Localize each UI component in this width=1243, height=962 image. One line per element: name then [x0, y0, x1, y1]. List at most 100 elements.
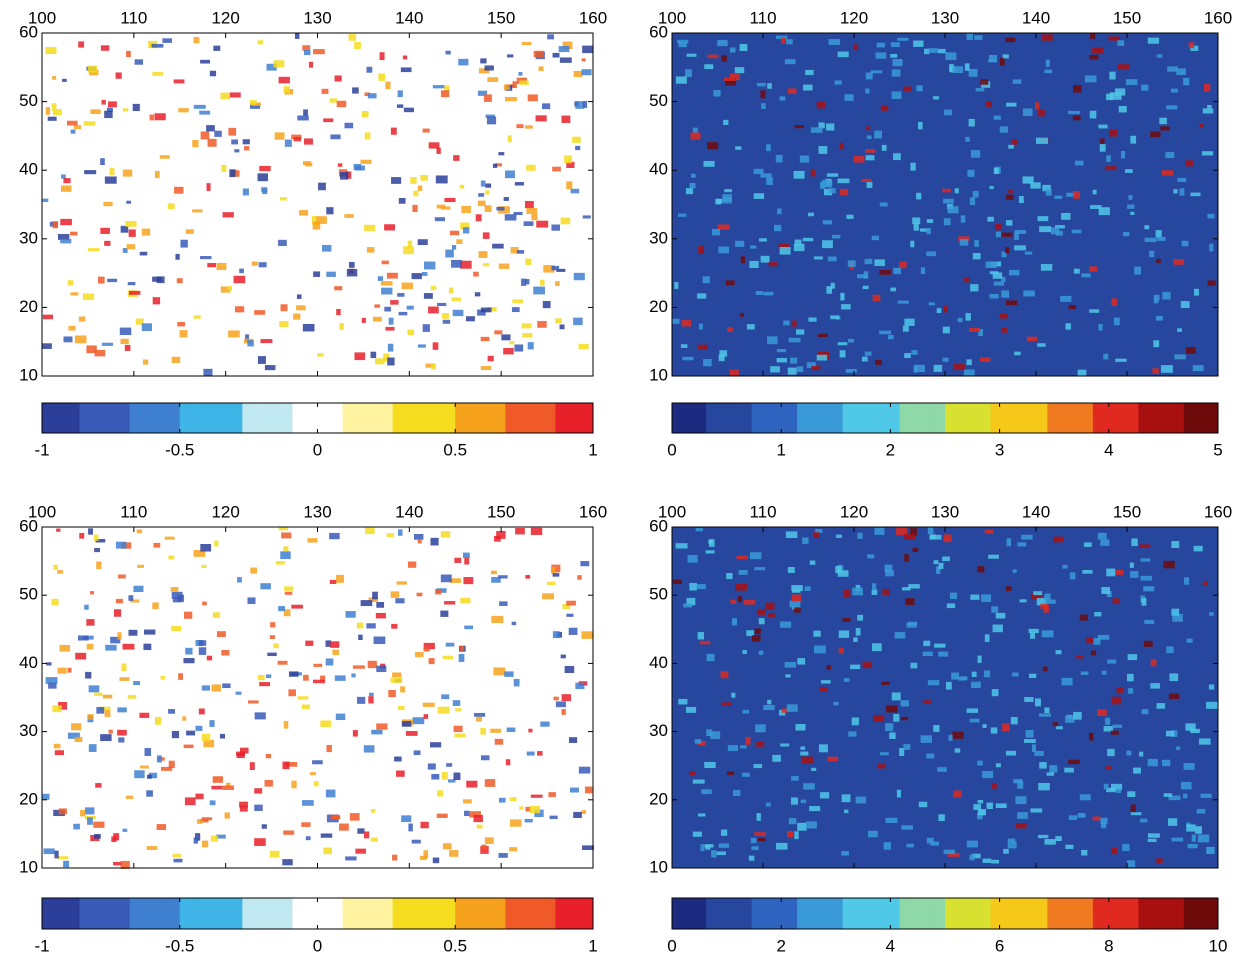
- speckle: [437, 706, 450, 714]
- speckle: [699, 640, 711, 645]
- speckle: [530, 794, 543, 798]
- speckle: [891, 91, 902, 99]
- colorbar-cell: [442, 898, 456, 929]
- speckle: [1006, 194, 1014, 200]
- speckle: [199, 110, 211, 115]
- colorbar-cell: [1138, 898, 1151, 929]
- speckle: [153, 542, 161, 548]
- speckle: [452, 309, 464, 317]
- speckle: [1092, 816, 1101, 821]
- speckle: [490, 728, 502, 733]
- speckle: [892, 58, 903, 67]
- speckle: [753, 168, 764, 175]
- speckle: [1045, 599, 1056, 604]
- colorbar-cell: [229, 898, 243, 929]
- colorbar-cell: [417, 898, 431, 929]
- speckle: [566, 600, 576, 606]
- speckle: [848, 731, 857, 737]
- speckle: [525, 258, 532, 265]
- speckle: [907, 621, 918, 626]
- speckle: [1166, 646, 1174, 654]
- speckle: [196, 819, 203, 824]
- speckle: [685, 69, 692, 78]
- speckle: [872, 294, 881, 302]
- speckle: [442, 843, 452, 850]
- speckle: [308, 61, 314, 68]
- speckle: [264, 365, 276, 371]
- speckle: [436, 204, 446, 209]
- speckle: [104, 176, 117, 184]
- speckle: [281, 532, 292, 539]
- speckle: [201, 564, 207, 569]
- speckle: [926, 228, 931, 235]
- speckle: [874, 527, 885, 535]
- speckle: [1090, 33, 1096, 39]
- speckle: [847, 260, 856, 267]
- x-tick-label: 130: [303, 502, 331, 521]
- speckle: [1206, 846, 1215, 855]
- colorbar-cell: [1172, 898, 1185, 929]
- speckle: [66, 120, 78, 126]
- speckle: [1014, 229, 1026, 234]
- speckle: [473, 814, 483, 823]
- colorbar-cell: [405, 403, 419, 433]
- speckle: [968, 327, 981, 332]
- speckle: [1043, 605, 1049, 613]
- speckle: [1202, 580, 1208, 586]
- colorbar-cell: [317, 403, 331, 433]
- speckle: [810, 169, 816, 177]
- speckle: [375, 358, 385, 365]
- speckle: [1035, 102, 1040, 110]
- speckle: [364, 132, 371, 140]
- speckle: [960, 215, 966, 223]
- speckle: [740, 256, 745, 264]
- speckle: [400, 67, 412, 73]
- speckle: [357, 696, 366, 704]
- speckle: [1041, 34, 1053, 41]
- speckle: [143, 629, 156, 635]
- speckle: [1017, 812, 1028, 819]
- colorbar-cell: [1001, 403, 1014, 433]
- speckle: [478, 251, 488, 258]
- speckle: [1072, 190, 1081, 199]
- speckle: [235, 306, 245, 313]
- colorbar-cell: [267, 898, 281, 929]
- speckle: [1055, 650, 1062, 655]
- speckle: [330, 134, 341, 140]
- speckle: [876, 42, 886, 48]
- speckle: [1130, 135, 1137, 144]
- speckle: [307, 538, 318, 543]
- speckle: [965, 136, 970, 142]
- colorbar-tick-label: 0.5: [443, 440, 467, 459]
- speckle: [910, 162, 916, 171]
- speckle: [1106, 155, 1111, 163]
- speckle: [78, 635, 89, 641]
- speckle: [521, 323, 532, 329]
- speckle: [893, 267, 901, 275]
- colorbar-cell: [842, 898, 855, 929]
- speckle: [787, 88, 797, 94]
- speckle: [1144, 237, 1157, 243]
- speckle: [132, 103, 140, 112]
- speckle: [879, 269, 891, 275]
- speckle: [1061, 677, 1073, 686]
- speckle: [778, 709, 786, 716]
- colorbar-cell: [706, 403, 718, 433]
- speckle: [257, 356, 266, 364]
- speckle: [751, 846, 759, 851]
- speckle: [943, 534, 952, 543]
- speckle: [904, 318, 915, 326]
- speckle: [879, 202, 888, 207]
- speckle: [578, 343, 589, 350]
- speckle: [772, 754, 781, 762]
- speckle: [966, 840, 978, 848]
- speckle: [1042, 666, 1048, 672]
- speckle: [1171, 837, 1184, 842]
- speckle: [294, 33, 300, 39]
- speckle: [970, 150, 981, 158]
- speckle: [203, 368, 213, 376]
- speckle: [301, 704, 310, 710]
- speckle: [754, 628, 761, 635]
- speckle: [1162, 291, 1171, 300]
- speckle: [413, 190, 419, 197]
